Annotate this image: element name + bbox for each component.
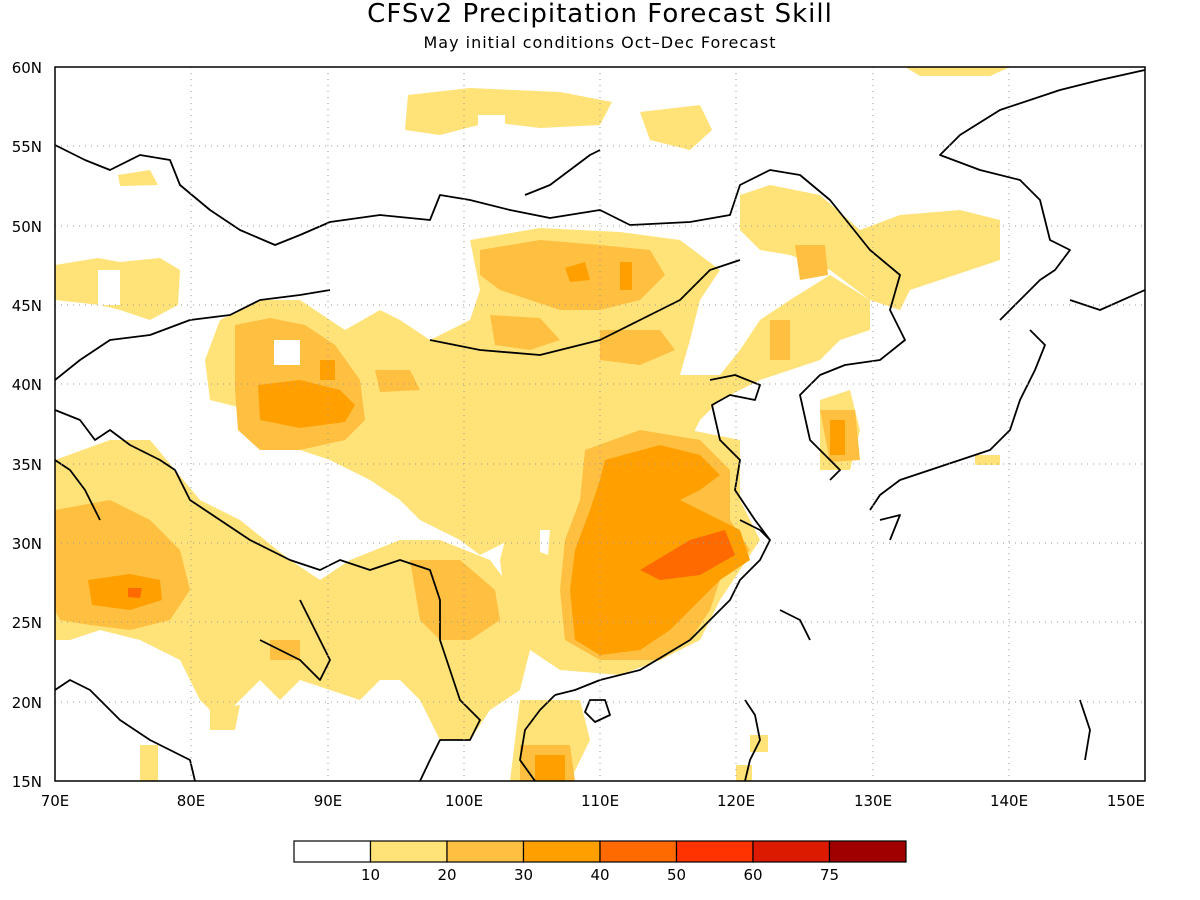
- lon-tick: 80E: [177, 792, 206, 810]
- colorbar-label: 75: [820, 866, 839, 884]
- lon-axis: 70E 80E 90E 100E 110E 120E 130E 140E 150…: [41, 792, 1145, 810]
- chart-title: CFSv2 Precipitation Forecast Skill: [367, 0, 833, 29]
- map-frame: [54, 66, 1146, 782]
- lat-tick: 15N: [12, 773, 42, 791]
- lat-tick: 50N: [12, 218, 42, 236]
- colorbar-label: 10: [361, 866, 380, 884]
- lat-tick: 40N: [12, 376, 42, 394]
- skill-shading: [55, 67, 1010, 781]
- lat-tick: 25N: [12, 614, 42, 632]
- colorbar-box: [752, 840, 831, 863]
- lon-tick: 120E: [717, 792, 755, 810]
- lon-tick: 110E: [581, 792, 619, 810]
- colorbar-box: [446, 840, 525, 863]
- coastlines: [55, 69, 1145, 781]
- lon-tick: 130E: [854, 792, 892, 810]
- colorbar-label: 40: [590, 866, 609, 884]
- shade-india: [55, 440, 530, 740]
- lat-tick: 55N: [12, 138, 42, 156]
- lon-tick: 150E: [1107, 792, 1145, 810]
- lat-tick: 30N: [12, 535, 42, 553]
- lat-axis: 15N 20N 25N 30N 35N 40N 45N 50N 55N 60N: [12, 59, 42, 791]
- colorbar-box: [293, 840, 372, 863]
- map-gridlines: [55, 67, 1145, 781]
- lat-tick: 20N: [12, 694, 42, 712]
- colorbar-box: [369, 840, 448, 863]
- lon-tick: 90E: [314, 792, 343, 810]
- lat-tick: 35N: [12, 456, 42, 474]
- colorbar-box: [599, 840, 678, 863]
- lon-tick: 140E: [990, 792, 1028, 810]
- colorbar-box: [675, 840, 754, 863]
- colorbar-label: 50: [667, 866, 686, 884]
- colorbar-label: 60: [743, 866, 762, 884]
- colorbar-box: [828, 840, 907, 863]
- shade-mongolia: [205, 228, 870, 555]
- colorbar: 10 20 30 40 50 60 75: [293, 840, 907, 884]
- colorbar-label: 20: [437, 866, 456, 884]
- lat-tick: 45N: [12, 297, 42, 315]
- lon-tick: 70E: [41, 792, 70, 810]
- colorbar-label: 30: [514, 866, 533, 884]
- chart-subtitle: May initial conditions Oct–Dec Forecast: [423, 33, 777, 52]
- colorbar-box: [522, 840, 601, 863]
- lat-tick: 60N: [12, 59, 42, 77]
- shade-n-siberia: [405, 88, 612, 135]
- lon-tick: 100E: [445, 792, 483, 810]
